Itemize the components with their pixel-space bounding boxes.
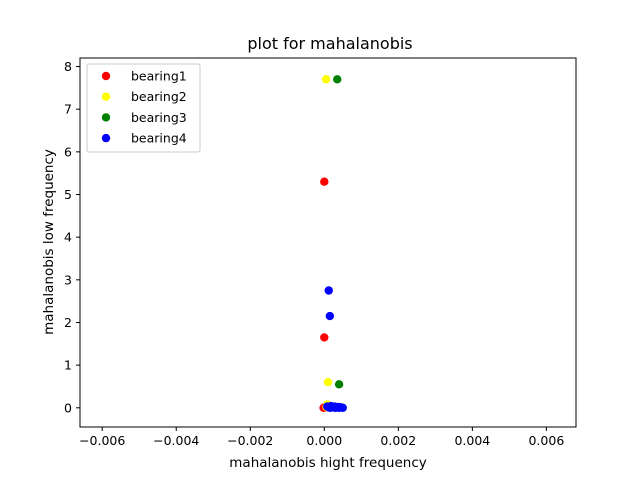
data-point-bearing1 <box>320 177 329 186</box>
y-tick-label: 0 <box>64 400 72 415</box>
data-point-bearing4 <box>334 402 343 412</box>
legend-label-bearing4: bearing4 <box>131 131 187 146</box>
y-tick-label: 4 <box>64 230 72 245</box>
legend-marker-bearing4 <box>101 133 111 143</box>
x-tick-label: 0.002 <box>380 433 416 448</box>
data-point-bearing4 <box>324 286 333 295</box>
data-point-bearing3 <box>333 75 342 84</box>
y-tick-label: 1 <box>64 358 72 373</box>
y-tick-label: 6 <box>64 144 72 159</box>
legend-label-bearing3: bearing3 <box>131 110 187 125</box>
x-tick-label: 0.000 <box>306 433 342 448</box>
legend-label-bearing1: bearing1 <box>131 69 187 84</box>
y-tick-label: 5 <box>64 187 72 202</box>
y-axis-label: mahalanobis low frequency <box>41 149 57 335</box>
x-axis-label: mahalanobis hight frequency <box>229 455 426 471</box>
legend-marker-bearing3 <box>101 113 111 122</box>
x-tick-label: −0.006 <box>79 433 125 448</box>
x-tick-label: −0.004 <box>153 433 199 448</box>
legend-marker-bearing2 <box>101 92 111 101</box>
legend-entries: bearing1 bearing2 bearing3 bearing4 <box>101 69 187 146</box>
y-tick-label: 8 <box>64 59 72 74</box>
legend-label-bearing2: bearing2 <box>131 89 187 104</box>
chart-title: plot for mahalanobis <box>247 34 412 53</box>
x-tick-label: 0.006 <box>528 433 564 448</box>
data-points <box>319 75 348 413</box>
x-tick-label: −0.002 <box>227 433 273 448</box>
legend-marker-bearing1 <box>101 71 111 81</box>
x-tick-label: 0.004 <box>454 433 490 448</box>
x-axis: −0.006 −0.004 −0.002 0.000 0.002 0.004 0.006 <box>79 427 564 448</box>
data-point-bearing2 <box>321 75 331 84</box>
legend: bearing1 bearing2 bearing3 bearing4 <box>86 63 201 153</box>
y-tick-label: 7 <box>64 102 72 117</box>
y-axis: 0 1 2 3 4 5 6 7 8 <box>64 59 80 415</box>
data-point-bearing1 <box>320 333 329 342</box>
y-tick-label: 2 <box>64 315 72 330</box>
y-tick-label: 3 <box>64 272 72 287</box>
data-point-bearing2 <box>323 378 333 387</box>
data-point-bearing3 <box>334 380 344 389</box>
legend-frame <box>86 63 201 153</box>
plot-frame <box>79 57 577 428</box>
data-point-bearing4 <box>325 311 335 321</box>
